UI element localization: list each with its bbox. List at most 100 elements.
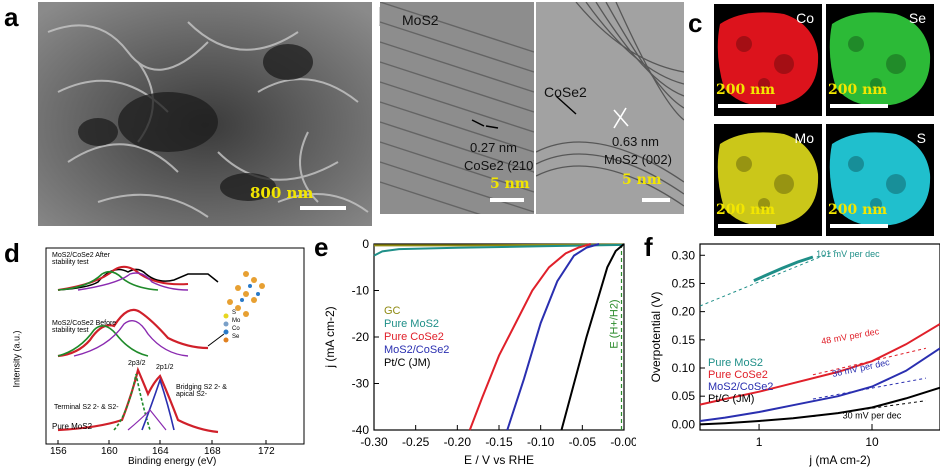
legend-entry: Pure CoSe2 bbox=[384, 331, 444, 343]
x-tick-label: -0.25 bbox=[402, 435, 430, 449]
legend-entry: Pure CoSe2 bbox=[708, 369, 768, 381]
series-line bbox=[560, 243, 625, 431]
xps-svg bbox=[45, 247, 305, 445]
y-tick-label: -40 bbox=[352, 423, 370, 437]
eds-map-texture bbox=[829, 132, 931, 226]
y-tick-label: -30 bbox=[352, 377, 370, 391]
hrtem-scale-bar-1 bbox=[490, 198, 524, 202]
cose2-label: CoSe2 bbox=[544, 84, 587, 100]
xps-tick-168: 168 bbox=[204, 446, 221, 457]
sem-texture bbox=[38, 2, 372, 226]
xps-peak-label-1: 2p3/2 bbox=[128, 360, 146, 367]
tafel-annotation: 101 mV per dec bbox=[816, 249, 880, 259]
panel-c-label: c bbox=[688, 8, 703, 38]
hrtem-scale-bar-2 bbox=[642, 198, 670, 202]
eds-scale-label: 200 nm bbox=[716, 82, 776, 98]
x-tick-label: 10 bbox=[865, 435, 879, 449]
y-tick-label: 0.15 bbox=[672, 333, 696, 347]
eds-scale-bar bbox=[718, 104, 776, 108]
series-line bbox=[373, 243, 625, 257]
x-tick-label: 1 bbox=[756, 435, 763, 449]
hrtem-scale-label-2: 5 nm bbox=[622, 172, 662, 188]
sem-scale-bar bbox=[300, 206, 346, 210]
eds-map-se: Se 200 nm bbox=[826, 4, 934, 116]
fit-line bbox=[812, 347, 927, 376]
fit-line bbox=[699, 249, 839, 307]
sem-image: 800 nm bbox=[38, 2, 372, 226]
fringe-label-2: 0.63 nm bbox=[612, 134, 659, 149]
eds-scale-label: 200 nm bbox=[828, 82, 888, 98]
equilibrium-label: E (H+/H2) bbox=[609, 299, 621, 348]
xps-annotation-right: Bridging S2 2- & apical S2- bbox=[176, 384, 227, 398]
x-tick-label: -0.00 bbox=[610, 435, 636, 449]
legend-entry: Pt/C (JM) bbox=[384, 357, 430, 369]
panel-f-label: f bbox=[644, 232, 653, 262]
y-tick-label: -10 bbox=[352, 284, 370, 298]
xps-tick-156: 156 bbox=[50, 446, 67, 457]
eds-map-texture bbox=[829, 12, 931, 107]
eds-map-s: S 200 nm bbox=[826, 124, 934, 236]
x-tick-label: -0.05 bbox=[569, 435, 597, 449]
eds-scale-label: 200 nm bbox=[716, 202, 776, 218]
x-tick-label: -0.15 bbox=[485, 435, 513, 449]
y-tick-label: -20 bbox=[352, 330, 370, 344]
panel-a-label: a bbox=[4, 2, 19, 32]
xps-ylabel: Intensity (a.u.) bbox=[11, 330, 22, 388]
y-tick-label: 0.00 bbox=[672, 417, 696, 431]
x-tick-label: -0.30 bbox=[360, 435, 388, 449]
xps-spectrum-label-3: Pure MoS2 bbox=[52, 422, 93, 431]
eds-scale-bar bbox=[718, 224, 776, 228]
xps-tick-160: 160 bbox=[101, 446, 118, 457]
hrtem-scale-label-1: 5 nm bbox=[490, 176, 530, 192]
eds-scale-bar bbox=[830, 224, 888, 228]
hrtem-right: CoSe2 0.63 nm MoS2 (002) 5 nm bbox=[536, 2, 684, 214]
y-tick-label: 0.10 bbox=[672, 361, 696, 375]
xps-spectrum-label-1: MoS2/CoSe2 After stability test bbox=[52, 252, 110, 266]
series-line bbox=[506, 243, 600, 431]
xps-legend-s: S bbox=[232, 310, 237, 316]
xps-tick-172: 172 bbox=[258, 446, 275, 457]
x-tick-label: -0.20 bbox=[444, 435, 472, 449]
x-tick-label: -0.10 bbox=[527, 435, 555, 449]
hrtem-left: MoS2 0.27 nm CoSe2 (210) 5 nm bbox=[380, 2, 534, 214]
fit-line bbox=[812, 377, 926, 400]
plane-label-1: CoSe2 (210) bbox=[464, 158, 534, 173]
xps-xlabel: Binding energy (eV) bbox=[128, 456, 217, 467]
y-axis-label: Overpotential (V) bbox=[649, 292, 663, 383]
xps-spectrum-label-2: MoS2/CoSe2 Before stability test bbox=[52, 320, 117, 334]
xps-tick-164: 164 bbox=[152, 446, 169, 457]
fit-line bbox=[812, 400, 926, 417]
xps-legend-co: Co bbox=[232, 326, 240, 332]
panel-e-label: e bbox=[314, 232, 329, 262]
plot-frame bbox=[373, 243, 625, 431]
hrtem-right-texture bbox=[536, 2, 684, 214]
series-line bbox=[699, 323, 940, 406]
eds-scale-bar bbox=[830, 104, 888, 108]
x-axis-label: j (mA cm-2) bbox=[808, 453, 870, 467]
eds-map-co: Co 200 nm bbox=[714, 4, 822, 116]
y-tick-label: 0.05 bbox=[672, 389, 696, 403]
legend-entry: Pure MoS2 bbox=[708, 357, 763, 369]
eds-element-label: S bbox=[916, 130, 926, 146]
plane-label-2: MoS2 (002) bbox=[604, 152, 672, 167]
eds-map-mo: Mo 200 nm bbox=[714, 124, 822, 236]
eds-element-label: Se bbox=[908, 10, 926, 26]
polarization-chart: -0.30 -0.25 -0.20 -0.15 -0.10 -0.05 -0.00 0 -10 -… bbox=[323, 237, 636, 467]
legend-entry: Pt/C (JM) bbox=[708, 393, 754, 405]
hrtem-left-texture bbox=[380, 2, 534, 214]
eds-element-label: Mo bbox=[794, 130, 814, 146]
xps-panel: Intensity (a.u.) Binding energy (eV) 156… bbox=[12, 244, 308, 468]
eds-map-texture bbox=[717, 12, 819, 107]
tafel-annotation: 30 mV per dec bbox=[843, 411, 902, 421]
legend-entry: MoS2/CoSe2 bbox=[708, 381, 773, 393]
y-axis-label: j (mA cm-2) bbox=[323, 306, 337, 368]
xps-legend-se: Se bbox=[232, 334, 240, 340]
series-line bbox=[468, 243, 591, 431]
xps-annotation-left: Terminal S2 2- & S2- bbox=[54, 404, 119, 411]
eds-map-texture bbox=[717, 132, 819, 226]
y-tick-label: 0 bbox=[362, 237, 369, 251]
panel-d-label: d bbox=[4, 238, 20, 268]
legend-entry: GC bbox=[384, 305, 401, 317]
y-tick-label: 0.25 bbox=[672, 276, 696, 290]
x-axis-label: E / V vs RHE bbox=[464, 453, 534, 467]
